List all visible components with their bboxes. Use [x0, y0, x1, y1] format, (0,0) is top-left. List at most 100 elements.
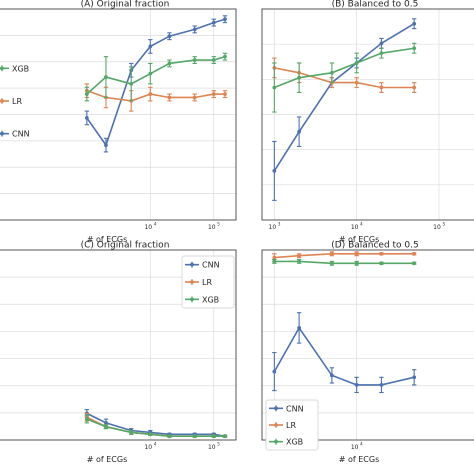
panel-title: (C) Original fraction [81, 241, 170, 251]
data-point [148, 92, 153, 96]
series-line [274, 67, 415, 89]
data-point [104, 421, 108, 425]
data-point [354, 61, 359, 65]
legend-label: CNN [202, 261, 220, 270]
x-axis-label: # of ECGs [339, 455, 380, 464]
x-tick-base: 10 [144, 224, 152, 231]
legend: CNN LR XGB [181, 255, 235, 309]
legend-swatch-marker [0, 131, 4, 136]
data-point [379, 51, 384, 56]
x-tick-label: 10 4 [144, 442, 156, 452]
x-tick-exponent: 5 [442, 222, 445, 227]
data-point [129, 430, 134, 435]
data-point [192, 27, 197, 32]
data-point [354, 80, 359, 85]
series-line [86, 418, 225, 438]
series-line [86, 89, 225, 102]
x-tick-base: 10 [208, 444, 216, 451]
legend-item-cnn: CNN [185, 261, 220, 270]
data-point [167, 61, 172, 66]
series-line [274, 253, 415, 259]
data-point [148, 44, 153, 49]
legend-item-xgb: XGB [269, 438, 303, 447]
x-tick-exponent: 4 [360, 222, 363, 227]
legend-label: XGB [12, 64, 29, 73]
series-xgb [84, 414, 228, 439]
legend-label: XGB [286, 438, 303, 447]
x-tick-exponent: 5 [217, 222, 220, 227]
data-point [412, 261, 417, 266]
data-point [148, 71, 153, 76]
series-lr [272, 57, 417, 93]
series-cnn [272, 18, 417, 201]
legend-swatch-marker [190, 297, 194, 302]
data-point [223, 92, 227, 96]
x-axis-label: # of ECGs [339, 235, 380, 244]
x-tick-label: 10 4 [351, 442, 363, 452]
x-tick-exponent: 3 [278, 222, 281, 227]
data-point [379, 261, 384, 266]
x-tick-label: 10 5 [433, 222, 445, 232]
panel-title: (A) Original fraction [81, 0, 170, 10]
legend-swatch-marker [0, 66, 4, 71]
legend-swatch-marker [190, 280, 194, 284]
legend-box [265, 399, 319, 451]
data-point [84, 92, 89, 96]
data-point [329, 251, 334, 256]
x-tick-label: 10 5 [208, 442, 220, 452]
data-point [272, 85, 277, 90]
data-point [329, 373, 334, 378]
data-point [129, 81, 134, 86]
data-point [223, 54, 227, 59]
data-point [192, 58, 197, 62]
x-tick-label: 10 4 [351, 222, 363, 232]
data-point [412, 375, 417, 380]
legend-item-xgb: XGB [185, 295, 219, 304]
legend-swatch-marker [274, 423, 278, 427]
data-point [297, 259, 302, 264]
data-point [84, 116, 89, 120]
x-tick-exponent: 4 [360, 442, 363, 447]
series-lr [272, 251, 417, 262]
data-point [167, 34, 172, 39]
data-point [148, 432, 153, 437]
data-point [297, 75, 302, 80]
series-line [86, 412, 226, 437]
data-point [104, 143, 108, 148]
x-tick-label: 10 5 [208, 222, 220, 232]
data-point [211, 20, 216, 25]
data-point [167, 95, 172, 100]
series-cnn [84, 15, 228, 153]
x-tick-exponent: 5 [217, 442, 220, 447]
series-xgb [84, 52, 228, 102]
data-point [104, 75, 108, 79]
x-tick-exponent: 4 [154, 222, 157, 227]
panel-title: (D) Balanced to 0.5 [331, 241, 419, 251]
series-xgb [272, 42, 417, 113]
data-point [379, 383, 384, 387]
legend-item-xgb: XGB [0, 64, 29, 73]
data-point [379, 85, 384, 90]
x-tick-base: 10 [433, 224, 441, 231]
x-tick-label: 10 4 [144, 222, 156, 232]
data-point [272, 369, 277, 374]
panel-2: (B) Balanced to 0.510 3 10 4 10 5# of ECGs [261, 0, 474, 244]
data-point [379, 251, 384, 256]
axes-frame [0, 8, 237, 221]
data-point [297, 253, 302, 258]
data-point [192, 434, 197, 439]
data-point [329, 70, 334, 75]
legend-swatch-marker [0, 99, 4, 103]
data-point [167, 434, 172, 439]
data-point [297, 326, 302, 330]
data-point [412, 251, 417, 256]
x-tick-base: 10 [351, 224, 359, 231]
data-point [354, 261, 359, 266]
legend-label: CNN [286, 404, 304, 413]
legend-label: CNN [12, 130, 30, 139]
data-point [354, 383, 359, 387]
